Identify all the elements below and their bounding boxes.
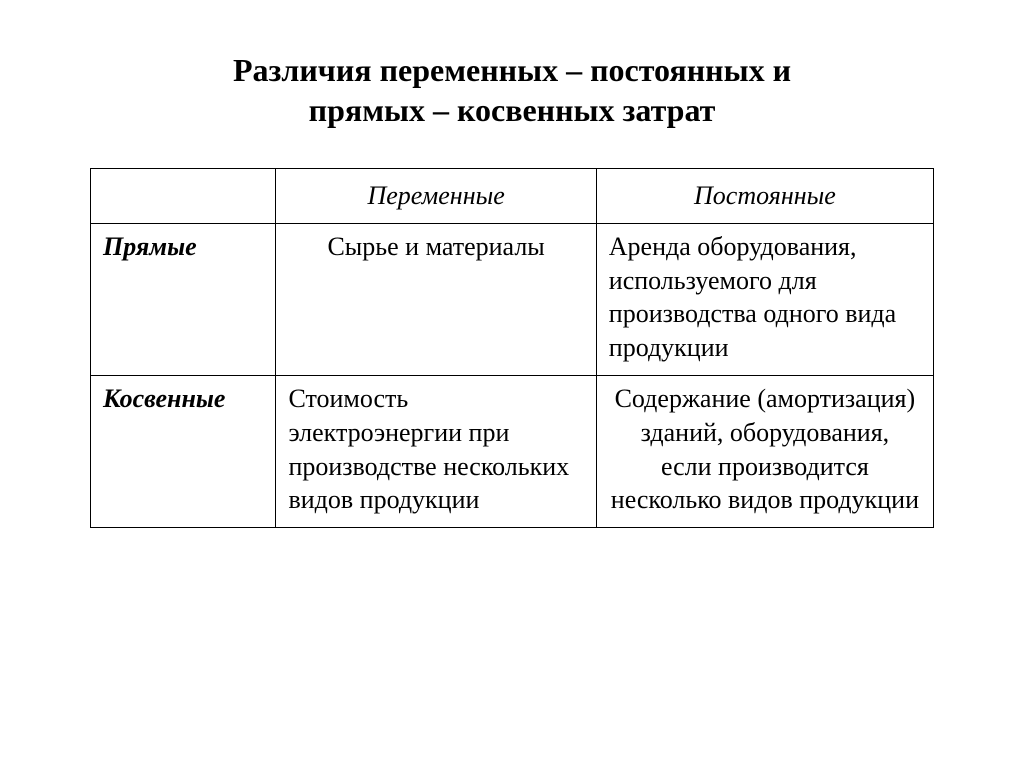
cell-direct-variable: Сырье и материалы xyxy=(276,223,596,375)
cell-direct-fixed: Аренда оборудования, используемого для п… xyxy=(596,223,933,375)
title-line-2: прямых – косвенных затрат xyxy=(309,92,716,128)
table-row: Прямые Сырье и материалы Аренда оборудов… xyxy=(91,223,934,375)
rowheader-indirect: Косвенные xyxy=(91,375,276,527)
title-line-1: Различия переменных – постоянных и xyxy=(233,52,791,88)
rowheader-direct: Прямые xyxy=(91,223,276,375)
table-row: Косвенные Стоимость электроэнергии при п… xyxy=(91,375,934,527)
header-empty xyxy=(91,169,276,224)
cell-indirect-fixed: Содержание (амортизация) зданий, оборудо… xyxy=(596,375,933,527)
header-fixed: Постоянные xyxy=(596,169,933,224)
cell-indirect-variable: Стоимость электроэнергии при производств… xyxy=(276,375,596,527)
table-header-row: Переменные Постоянные xyxy=(91,169,934,224)
page-title: Различия переменных – постоянных и прямы… xyxy=(90,50,934,130)
costs-classification-table: Переменные Постоянные Прямые Сырье и мат… xyxy=(90,168,934,528)
header-variable: Переменные xyxy=(276,169,596,224)
